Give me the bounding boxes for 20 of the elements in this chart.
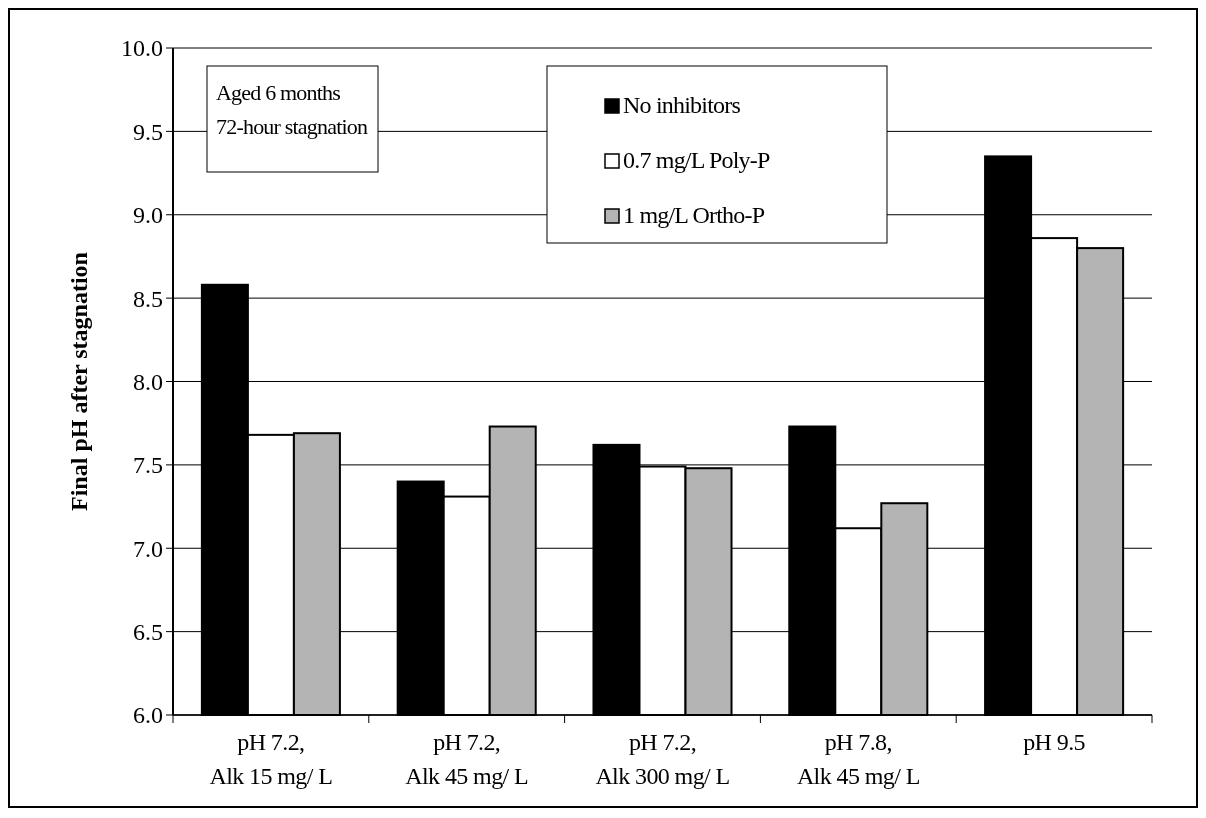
legend-label: 1 mg/L Ortho-P bbox=[623, 202, 765, 228]
x-tick-label: pH 9.5 bbox=[1023, 729, 1086, 755]
y-tick-label: 6.0 bbox=[133, 702, 163, 729]
y-tick-label: 7.5 bbox=[133, 452, 163, 479]
annotation: Aged 6 months bbox=[216, 80, 341, 105]
x-tick-label: pH 7.2, Alk 300 mg/ L bbox=[595, 729, 730, 789]
x-tick-label: pH 7.2, Alk 45 mg/ L bbox=[405, 729, 529, 789]
y-tick-label: 9.5 bbox=[133, 118, 163, 145]
y-tick-label: 9.0 bbox=[133, 202, 163, 229]
x-tick-label: pH 7.2, Alk 15 mg/ L bbox=[209, 729, 333, 789]
y-tick-label: 6.5 bbox=[133, 619, 163, 646]
y-tick-label: 7.0 bbox=[133, 535, 163, 562]
y-tick-label: 10.0 bbox=[121, 35, 163, 62]
annotation: 72-hour stagnation bbox=[216, 114, 368, 139]
legend-label: 0.7 mg/L Poly-P bbox=[623, 147, 770, 173]
y-tick-label: 8.5 bbox=[133, 285, 163, 312]
x-tick-label: pH 7.8, Alk 45 mg/ L bbox=[796, 729, 920, 789]
y-axis-title: Final pH after stagnation bbox=[66, 252, 92, 511]
y-tick-label: 8.0 bbox=[133, 368, 163, 395]
legend-label: No inhibitors bbox=[623, 92, 741, 118]
